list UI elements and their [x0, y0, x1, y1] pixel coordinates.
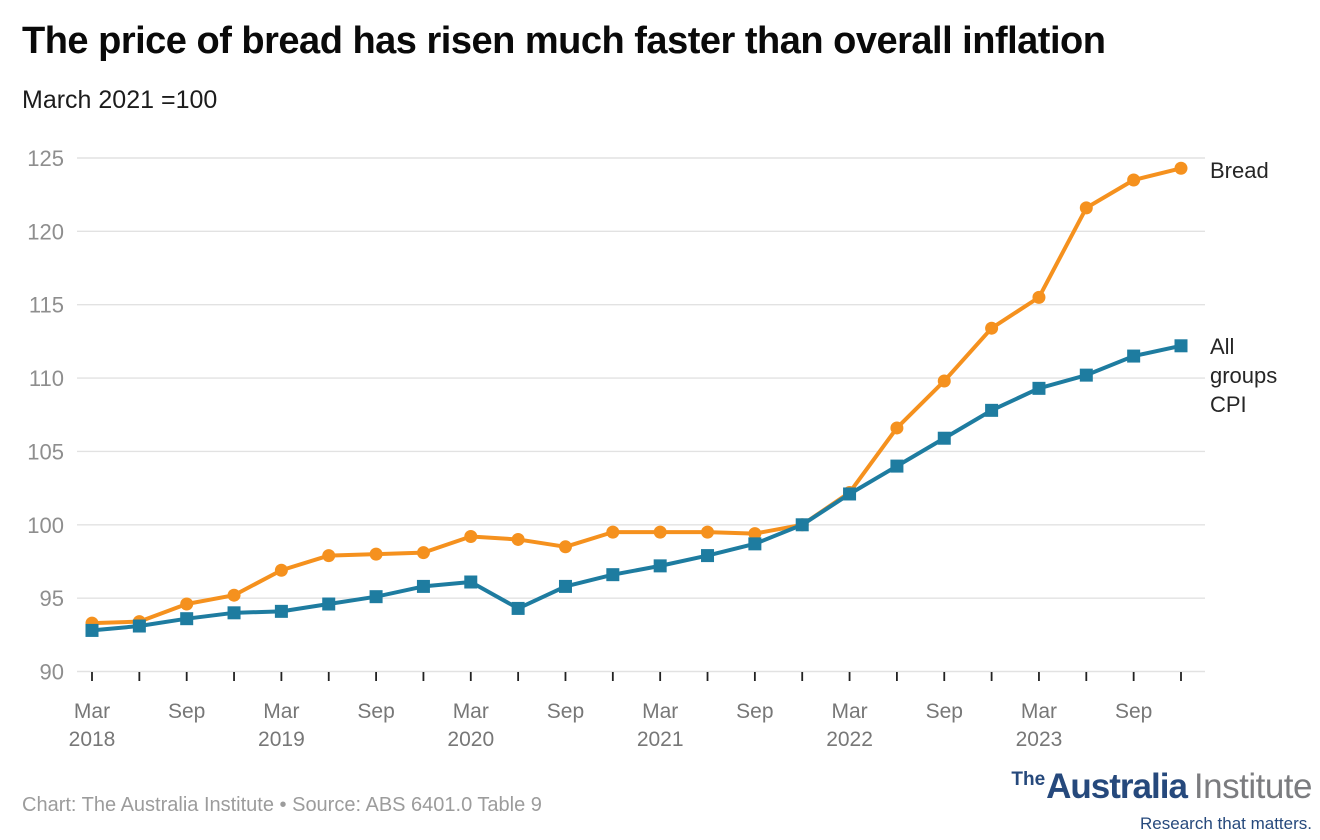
x-axis-month-label: Sep — [547, 700, 584, 723]
x-axis-month-label: Sep — [357, 700, 394, 723]
cpi-data-point — [369, 590, 383, 604]
bread-data-point — [748, 527, 762, 541]
cpi-data-point — [1127, 349, 1141, 363]
y-axis-tick-label: 95 — [40, 586, 64, 611]
y-axis-tick-label: 110 — [29, 366, 64, 391]
bread-data-point — [416, 546, 430, 560]
cpi-data-point — [132, 619, 146, 633]
x-axis-month-label: Sep — [168, 700, 205, 723]
bread-data-point — [369, 547, 383, 561]
cpi-data-point — [1079, 368, 1093, 382]
y-axis-tick-label: 105 — [27, 439, 64, 464]
chart-subtitle: March 2021 =100 — [22, 86, 218, 114]
bread-data-point — [606, 525, 620, 539]
y-axis-tick-label: 90 — [40, 660, 64, 685]
cpi-data-point — [416, 579, 430, 593]
logo-institute: Institute — [1193, 767, 1313, 806]
cpi-data-point — [985, 403, 999, 417]
x-axis-year-label: 2018 — [69, 728, 116, 751]
bread-data-point — [937, 374, 951, 388]
cpi-data-point — [606, 568, 620, 582]
bread-data-point — [890, 421, 904, 435]
cpi-series-line — [90, 343, 1183, 633]
cpi-data-point — [322, 597, 336, 611]
x-axis-year-label: 2023 — [1016, 728, 1063, 751]
x-axis-year-label: 2019 — [258, 728, 305, 751]
y-axis-tick-label: 100 — [27, 513, 64, 538]
bread-data-point — [985, 321, 999, 335]
cpi-data-point — [843, 487, 857, 501]
x-axis-month-label: Mar — [642, 700, 678, 723]
logo-the: The — [1011, 769, 1046, 790]
x-axis-year-label: 2022 — [826, 728, 873, 751]
cpi-data-point — [511, 601, 525, 615]
logo-tagline: Research that matters. — [1140, 814, 1312, 833]
page-title: The price of bread has risen much faster… — [22, 20, 1106, 62]
y-axis-tick-label: 120 — [27, 219, 64, 244]
cpi-data-point — [464, 575, 478, 589]
cpi-data-point — [1032, 381, 1046, 395]
bread-data-point — [1079, 201, 1093, 215]
cpi-data-point — [937, 431, 951, 445]
cpi-data-point — [653, 559, 667, 573]
y-axis-tick-label: 125 — [27, 146, 64, 171]
cpi-data-point — [890, 459, 904, 473]
bread-data-point — [653, 525, 667, 539]
x-axis-month-label: Mar — [74, 700, 110, 723]
logo-wordmark: TheAustralia Institute — [1011, 767, 1312, 813]
bread-data-point — [1174, 161, 1188, 175]
logo-australia: Australia — [1046, 767, 1188, 806]
bread-series-line — [90, 166, 1183, 626]
legend-label-bread: Bread — [1210, 158, 1269, 183]
bread-data-point — [322, 549, 336, 563]
australia-institute-logo: TheAustralia Institute Research that matt… — [1011, 767, 1312, 834]
y-axis-tick-label: 115 — [29, 293, 64, 318]
bread-data-point — [558, 540, 572, 554]
bread-data-point — [511, 532, 525, 546]
price-index-line-chart: 90 95 100 105 110 115 120 125 Mar 2018 Sep Mar 2019 S… — [27, 146, 1205, 751]
x-axis-year-label: 2021 — [637, 728, 684, 751]
bread-data-point — [227, 588, 241, 602]
bread-data-point — [180, 597, 194, 611]
cpi-data-point — [227, 606, 241, 620]
bread-data-point — [274, 563, 288, 577]
bread-data-point — [701, 525, 715, 539]
cpi-data-point — [274, 604, 288, 618]
cpi-data-point — [558, 579, 572, 593]
cpi-data-point — [795, 518, 809, 532]
x-axis-month-label: Mar — [831, 700, 867, 723]
x-axis-month-label: Mar — [263, 700, 299, 723]
cpi-data-point — [701, 549, 715, 563]
cpi-data-point — [1174, 339, 1188, 353]
x-axis-month-label: Sep — [736, 700, 773, 723]
bread-data-point — [1127, 173, 1141, 187]
footer-attribution: Chart: The Australia Institute • Source:… — [22, 794, 542, 816]
cpi-data-point — [748, 537, 762, 551]
x-axis-month-label: Mar — [453, 700, 489, 723]
legend-label-cpi: All groups CPI — [1210, 334, 1278, 417]
cpi-data-point — [85, 623, 99, 637]
cpi-data-point — [180, 612, 194, 626]
bread-data-point — [1032, 290, 1046, 304]
bread-data-point — [464, 530, 478, 544]
x-axis-year-label: 2020 — [447, 728, 494, 751]
x-axis-month-label: Sep — [926, 700, 963, 723]
x-axis-month-label: Mar — [1021, 700, 1057, 723]
x-axis-month-label: Sep — [1115, 700, 1152, 723]
